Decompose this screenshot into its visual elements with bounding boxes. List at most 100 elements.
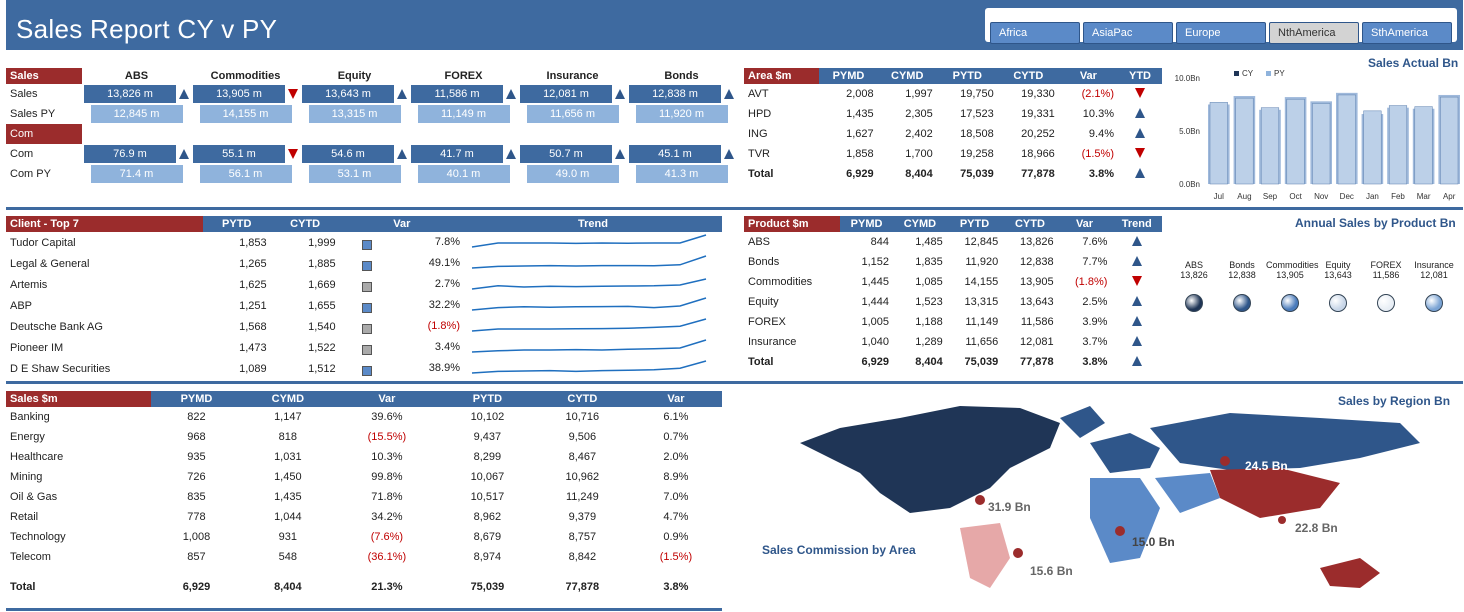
sector-cell: 8,962 (473, 511, 502, 523)
product-cell: 12,081 (1019, 336, 1054, 348)
sector-cell: 1,147 (274, 411, 302, 423)
annual-item: FOREX 11,586 (1362, 260, 1410, 312)
x-tick-label: Sep (1263, 192, 1278, 201)
client-var: 49.1% (428, 256, 460, 269)
kpi-value: 50.7 m (520, 145, 612, 163)
area-table: Area $m PYMD CYMD PYTD CYTD Var YTD AVT 2,008 1,… (744, 68, 1162, 184)
kpi-value: 40.1 m (417, 165, 510, 183)
annual-label: Commodities (1266, 260, 1319, 270)
sector-cell: 968 (187, 431, 206, 443)
product-cell: 1,289 (915, 336, 943, 348)
grid-icon (361, 365, 372, 376)
client-pytd: 1,568 (239, 320, 267, 333)
product-cell: 2.5% (1082, 296, 1108, 308)
col-forex: FOREX (409, 68, 518, 84)
sector-cell: 931 (278, 531, 297, 543)
area-cell: (2.1%) (1081, 88, 1114, 100)
client-name: Artemis (10, 278, 48, 291)
sales-actual-chart: 10.0Bn 5.0Bn 0.0Bn Jul Aug Sep Oct Nov Dec Jan Feb… (1175, 69, 1460, 201)
client-var: 38.9% (428, 361, 460, 374)
sector-total-cell: 75,039 (470, 581, 505, 593)
client-cytd: 1,522 (308, 341, 336, 354)
x-tick-label: Nov (1314, 192, 1328, 201)
client-cytd: 1,669 (308, 278, 336, 291)
client-header: CYTD (270, 216, 340, 232)
region-button-africa[interactable]: Africa (990, 22, 1080, 44)
area-header: PYTD (936, 68, 998, 84)
product-header: Var (1057, 216, 1112, 232)
kpi-value: 12,081 m (520, 85, 612, 103)
up-arrow-icon (179, 149, 189, 160)
sector-cell: 10,962 (565, 471, 600, 483)
up-arrow-icon (397, 149, 407, 160)
y-tick-label: 10.0Bn (1175, 74, 1200, 83)
client-cytd: 1,885 (308, 257, 336, 270)
client-name: ABP (10, 299, 33, 312)
product-header: PYMD (840, 216, 894, 232)
sector-cell: (7.6%) (370, 531, 404, 543)
sector-cell: Healthcare (10, 451, 64, 463)
area-header: Area $m (744, 68, 820, 84)
sector-cell: 1,435 (274, 491, 302, 503)
page-title: Sales Report CY v PY (16, 14, 278, 44)
summary-row-label: Sales (10, 88, 38, 100)
annual-bubble (1233, 294, 1251, 312)
kpi-value: 45.1 m (629, 145, 721, 163)
annual-label: Bonds (1229, 260, 1255, 270)
trend-sparkline (471, 360, 707, 374)
sector-cell: (15.5%) (367, 431, 407, 443)
up-arrow-icon (1131, 235, 1142, 246)
area-cell: 1,700 (905, 148, 933, 160)
sector-cell: 10,517 (470, 491, 505, 503)
region-button-sthamerica[interactable]: SthAmerica (1362, 22, 1452, 44)
up-arrow-icon (1131, 315, 1142, 326)
x-tick-label: Mar (1417, 192, 1431, 201)
area-row: Total 6,929 8,404 75,039 77,878 3.8% (744, 164, 1162, 184)
map-title: Sales by Region Bn (1338, 394, 1451, 408)
region-button-nthamerica[interactable]: NthAmerica (1269, 22, 1359, 44)
sector-cell: 10.3% (371, 451, 403, 463)
sector-cell: Oil & Gas (10, 491, 58, 503)
cy-bar (1414, 106, 1433, 185)
cy-bar (1388, 105, 1408, 185)
sector-header: Var (333, 391, 440, 407)
grid-icon (361, 281, 372, 292)
sector-total-cell: 8,404 (274, 581, 302, 593)
area-cell: 77,878 (1021, 168, 1055, 180)
sector-cell: 822 (187, 411, 206, 423)
map-label-1: 24.5 Bn (1245, 459, 1288, 473)
sector-cell: 10,067 (470, 471, 505, 483)
map-subtitle: Sales Commission by Area (762, 543, 916, 557)
kpi-value: 41.7 m (411, 145, 503, 163)
x-tick-label: Oct (1289, 192, 1302, 201)
area-cell: HPD (748, 108, 772, 120)
product-cell: 1,835 (915, 256, 943, 268)
product-cell: 1,445 (861, 276, 890, 288)
annual-label: ABS (1184, 260, 1203, 270)
sector-cell: 2.0% (663, 451, 689, 463)
client-row: Artemis 1,625 1,669 2.7% (6, 274, 722, 295)
map-label-5: 15.6 Bn (1030, 564, 1073, 578)
area-cell: 1,435 (846, 108, 874, 120)
kpi-value: 11,149 m (417, 105, 510, 123)
annual-bubble (1281, 294, 1299, 312)
product-row: Insurance 1,040 1,289 11,656 12,081 3.7% (744, 332, 1162, 352)
col-bonds: Bonds (627, 68, 736, 84)
region-button-europe[interactable]: Europe (1176, 22, 1266, 44)
product-cell: 1,040 (861, 336, 890, 348)
area-cell: 19,750 (960, 88, 994, 100)
down-arrow-icon (288, 89, 298, 100)
y-tick-label: 5.0Bn (1179, 127, 1200, 136)
cy-bar (1312, 103, 1331, 185)
grid-icon (361, 344, 372, 355)
client-name: Deutsche Bank AG (10, 320, 103, 333)
region-button-asiapac[interactable]: AsiaPac (1083, 22, 1173, 44)
summary-row: Com 76.9 m 55.1 m 54.6 m 41.7 m 50.7 m 45.1 m (6, 144, 736, 164)
sector-cell: 8,842 (568, 551, 597, 563)
sector-row: Retail 778 1,044 34.2% 8,962 9,379 4.7% (6, 507, 722, 527)
sector-cell: 1,450 (274, 471, 302, 483)
kpi-value: 12,838 m (629, 85, 721, 103)
cy-bar (1260, 107, 1280, 185)
sector-row: Oil & Gas 835 1,435 71.8% 10,517 11,249 7.0% (6, 487, 722, 507)
legend-cy-swatch (1234, 71, 1239, 76)
